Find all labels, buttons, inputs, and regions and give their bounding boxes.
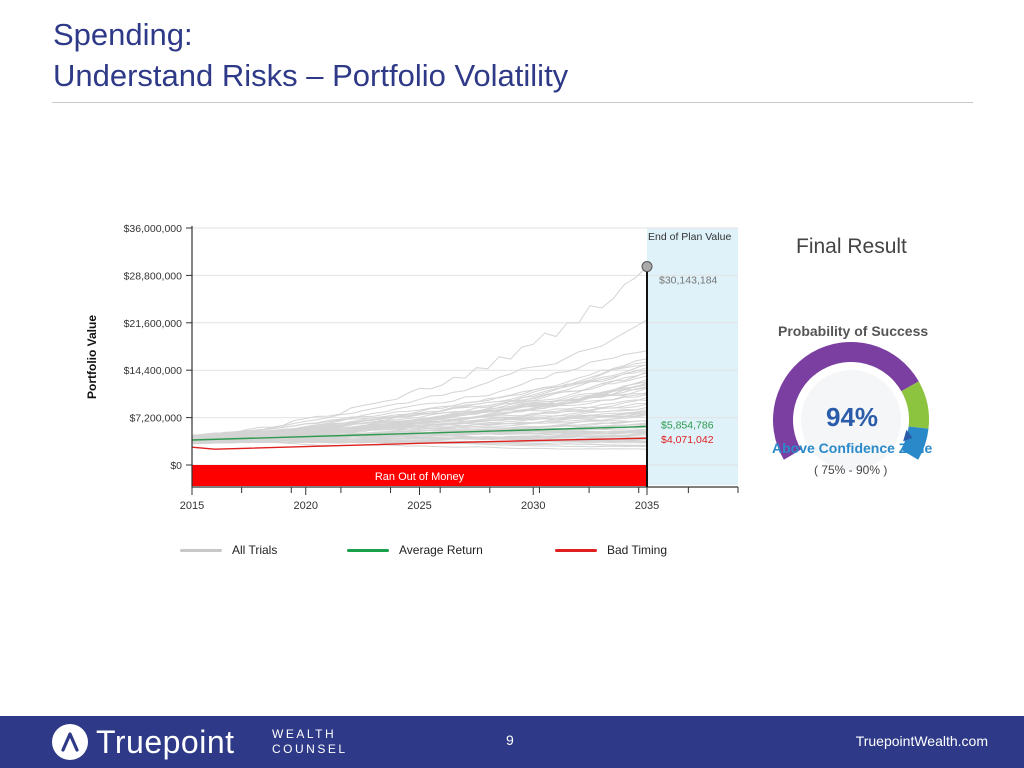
brand-sub-line-2: COUNSEL	[272, 742, 348, 756]
x-tick-label: 2020	[294, 500, 318, 512]
series-line-average-return	[191, 425, 648, 441]
y-tick-label: $7,200,000	[129, 413, 182, 425]
gauge-pointer-icon	[903, 429, 913, 442]
final-result-title: Final Result	[796, 235, 907, 258]
legend-item-bad-timing: Bad Timing	[555, 543, 667, 559]
trial-line	[192, 413, 648, 440]
end-of-plan-marker	[641, 261, 653, 273]
end-of-plan-band	[647, 228, 738, 485]
probability-label: Probability of Success	[778, 323, 929, 339]
x-tick-label: 2015	[180, 500, 204, 512]
slide-title: Spending: Understand Risks – Portfolio V…	[53, 14, 568, 96]
portfolio-chart: $36,000,000 $28,800,000 $21,600,000 $14,400…	[85, 223, 929, 512]
trial-line	[191, 429, 648, 439]
chart-axes: $36,000,000 $28,800,000 $21,600,000 $14,400…	[85, 223, 739, 512]
website-link[interactable]: TruepointWealth.com	[855, 733, 988, 749]
y-axis-label: Portfolio Value	[85, 315, 99, 399]
confidence-zone-label: Above Confidence Zone	[772, 440, 933, 456]
probability-gauge	[772, 341, 929, 470]
x-tick-label: 2030	[521, 500, 545, 512]
y-tick-label: $28,800,000	[124, 270, 183, 282]
legend-item-all-trials: All Trials	[180, 543, 277, 559]
legend-label: All Trials	[232, 543, 278, 557]
all-trials-lines	[191, 266, 648, 450]
chart-grid	[192, 227, 738, 485]
series-lines	[191, 425, 648, 450]
trial-line	[191, 367, 648, 437]
legend-swatch	[347, 549, 389, 553]
y-tick-label: $36,000,000	[124, 223, 183, 235]
gauge-low-zone	[772, 341, 919, 460]
legend-swatch	[555, 549, 597, 553]
brand-sub-line-1: WEALTH	[272, 727, 337, 741]
ran-out-of-money-bar	[192, 465, 647, 486]
footer-bar: Truepoint WEALTH COUNSEL 9 TruepointWeal…	[0, 716, 1024, 768]
ran-out-of-money-label: Ran Out of Money	[375, 471, 465, 483]
probability-value: 94%	[826, 402, 879, 432]
legend-swatch	[180, 549, 222, 553]
gauge-center	[801, 370, 901, 470]
trial-line	[191, 435, 648, 448]
gauge-confidence-zone	[901, 381, 929, 429]
max-value-label: $30,143,184	[659, 275, 718, 287]
end-of-plan-label: End of Plan Value	[648, 231, 731, 243]
average-value-label: $5,854,786	[661, 419, 714, 431]
legend-label: Average Return	[399, 543, 483, 557]
x-tick-label: 2025	[407, 500, 431, 512]
series-line-bad-timing	[191, 437, 648, 450]
brand-subtitle: WEALTH COUNSEL	[272, 727, 348, 757]
y-tick-label: $0	[170, 460, 182, 472]
title-line-1: Spending:	[53, 17, 193, 52]
trial-line-max	[191, 266, 648, 439]
trial-line	[191, 350, 648, 439]
page-number: 9	[506, 732, 514, 748]
bad-timing-value-label: $4,071,042	[661, 434, 714, 446]
trial-line	[191, 397, 648, 441]
legend-item-average-return: Average Return	[347, 543, 483, 559]
truepoint-logo-icon	[52, 724, 88, 760]
brand-name: Truepoint	[96, 724, 235, 760]
title-line-2: Understand Risks – Portfolio Volatility	[53, 58, 569, 93]
x-tick-label: 2035	[635, 500, 659, 512]
legend-label: Bad Timing	[607, 543, 668, 557]
y-tick-label: $21,600,000	[124, 318, 183, 330]
title-divider	[52, 102, 973, 103]
y-tick-label: $14,400,000	[124, 365, 183, 377]
confidence-range: ( 75% - 90% )	[814, 463, 888, 477]
